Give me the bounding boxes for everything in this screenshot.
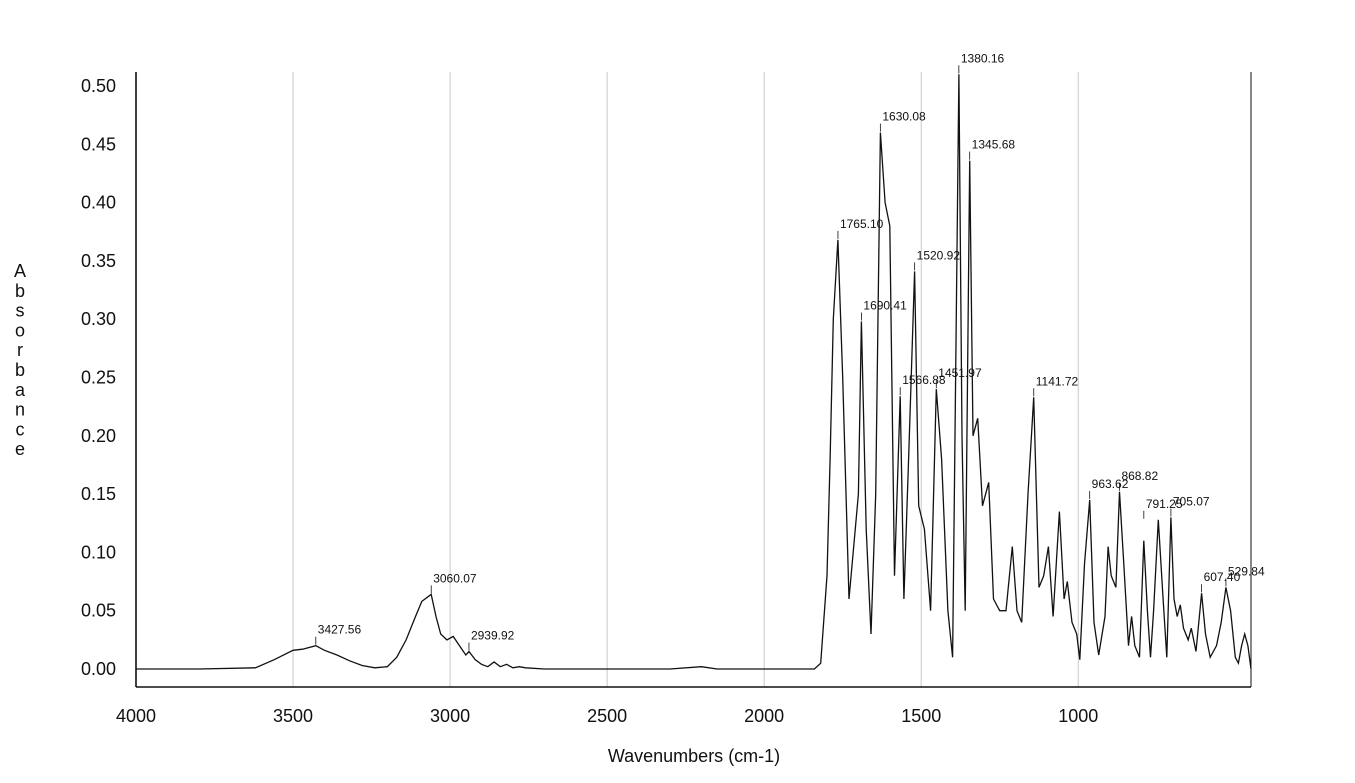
x-tick-label: 2500 — [587, 706, 627, 726]
y-tick-label: 0.35 — [81, 251, 116, 271]
y-tick-label: 0.00 — [81, 659, 116, 679]
y-tick-labels: 0.00 0.05 0.10 0.15 0.20 0.25 0.30 0.35 0.40 0.45… — [81, 76, 116, 679]
peak-labels: 3427.56 3060.07 2939.92 1765.10 1690.41 1630.… — [315, 51, 1265, 651]
peak-label: 529.84 — [1228, 564, 1265, 578]
x-tick-label: 2000 — [744, 706, 784, 726]
peak-label: 1345.68 — [972, 138, 1016, 152]
x-tick-label: 3500 — [273, 706, 313, 726]
peak-label: 607.40 — [1204, 570, 1241, 584]
peak-label: 2939.92 — [471, 629, 515, 643]
y-tick-label: 0.25 — [81, 368, 116, 388]
peak-label: 1690.41 — [863, 299, 907, 313]
x-tick-label: 1000 — [1058, 706, 1098, 726]
peak-label: 868.82 — [1121, 469, 1158, 483]
peak-label: 1141.72 — [1036, 374, 1079, 388]
peak-label: 1520.92 — [917, 248, 961, 262]
spectrum-line — [136, 74, 1252, 670]
peak-label: 791.25 — [1146, 497, 1183, 511]
x-tick-label: 4000 — [116, 706, 156, 726]
x-tick-label: 3000 — [430, 706, 470, 726]
y-tick-label: 0.40 — [81, 193, 116, 213]
y-tick-label: 0.10 — [81, 542, 116, 562]
peak-label: 705.07 — [1173, 494, 1210, 508]
peak-label: 3427.56 — [318, 623, 362, 637]
x-tick-label: 1500 — [901, 706, 941, 726]
peak-label: 1630.08 — [882, 110, 926, 124]
peak-label: 3060.07 — [433, 571, 477, 585]
y-tick-label: 0.45 — [81, 134, 116, 154]
y-tick-label: 0.50 — [81, 76, 116, 96]
vertical-gridlines — [292, 72, 1079, 687]
x-tick-labels: 4000 3500 3000 2500 2000 1500 1000 — [116, 706, 1098, 726]
y-tick-label: 0.15 — [81, 484, 116, 504]
y-tick-label: 0.05 — [81, 601, 116, 621]
peak-label: 1765.10 — [840, 217, 884, 231]
y-tick-label: 0.30 — [81, 309, 116, 329]
peak-label: 1566.88 — [902, 373, 946, 387]
y-tick-label: 0.20 — [81, 426, 116, 446]
peak-label: 1380.16 — [961, 51, 1005, 65]
peak-label: 1451.97 — [938, 366, 982, 380]
x-axis-title: Wavenumbers (cm-1) — [608, 746, 780, 766]
